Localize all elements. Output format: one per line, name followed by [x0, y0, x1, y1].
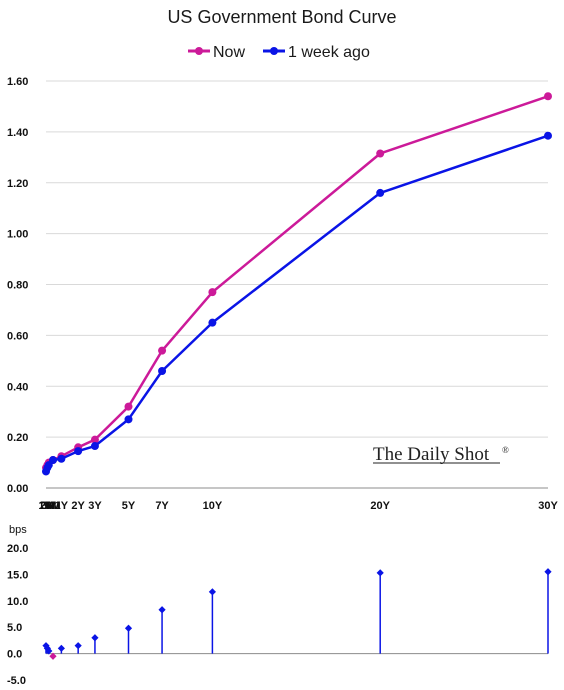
change-marker	[42, 642, 50, 650]
change-marker	[43, 644, 51, 652]
lower-y-axis-unit: bps	[9, 524, 27, 536]
y-tick-label: 0.20	[7, 432, 28, 444]
lower-y-tick-label: 5.0	[7, 622, 22, 634]
change-marker	[49, 652, 57, 660]
change-marker	[208, 588, 217, 596]
x-tick-label: 3Y	[88, 500, 102, 512]
x-tick-label: 10Y	[203, 500, 223, 512]
x-tick-label: 1M	[38, 500, 53, 512]
data-point-1-week-ago	[544, 131, 552, 140]
x-tick-label: 7Y	[155, 500, 169, 512]
data-point-1-week-ago	[124, 415, 133, 424]
data-point-now	[124, 402, 133, 411]
lower-y-tick-label: 20.0	[7, 543, 28, 555]
lower-y-tick-label: 0.0	[7, 649, 22, 661]
x-tick-label: 3M	[41, 500, 56, 512]
data-point-now	[208, 288, 217, 297]
data-point-1-week-ago	[74, 447, 83, 456]
watermark-text: The Daily Shot	[373, 444, 490, 465]
x-tick-label: 6M	[45, 500, 60, 512]
y-tick-label: 0.00	[7, 483, 28, 495]
y-tick-label: 0.60	[7, 330, 28, 342]
data-point-now	[376, 149, 385, 158]
change-marker	[91, 634, 99, 642]
legend-now-label: Now	[213, 44, 245, 61]
data-point-1-week-ago	[208, 318, 217, 327]
y-tick-label: 0.40	[7, 381, 28, 393]
lower-y-tick-label: 10.0	[7, 596, 28, 608]
legend-week-ago-marker	[270, 47, 278, 55]
change-marker	[74, 642, 82, 650]
data-point-now	[544, 92, 552, 101]
daily-shot-watermark: The Daily Shot ®	[373, 444, 509, 465]
data-point-now	[90, 435, 99, 444]
legend-week-ago-label: 1 week ago	[288, 44, 370, 61]
y-tick-label: 1.00	[7, 229, 28, 241]
x-tick-label: 20Y	[370, 500, 390, 512]
change-marker	[158, 606, 166, 614]
y-tick-label: 1.60	[7, 76, 28, 88]
legend: Now 1 week ago	[188, 44, 370, 61]
chart-title: US Government Bond Curve	[167, 7, 396, 27]
x-tick-label: 5Y	[122, 500, 136, 512]
x-tick-label: 2Y	[71, 500, 85, 512]
data-point-1-week-ago	[376, 188, 385, 197]
data-point-now	[158, 346, 167, 355]
data-point-1-week-ago	[57, 454, 66, 463]
lower-plot: -5.0 0.0 5.0 10.0 15.0 20.0	[7, 543, 552, 687]
change-marker	[124, 624, 133, 632]
y-tick-label: 1.20	[7, 178, 28, 190]
y-tick-label: 1.40	[7, 127, 28, 139]
change-marker	[544, 568, 552, 576]
data-point-1-week-ago	[48, 456, 57, 465]
data-point-1-week-ago	[90, 442, 99, 451]
data-point-1-week-ago	[158, 366, 167, 375]
change-marker	[376, 569, 384, 577]
x-tick-label: 2M	[40, 500, 55, 512]
change-marker	[57, 644, 65, 652]
legend-now-marker	[195, 47, 203, 55]
series-line-now	[44, 95, 549, 469]
x-tick-label: 30Y	[538, 500, 558, 512]
y-tick-label: 0.80	[7, 280, 28, 292]
lower-y-tick-label: -5.0	[7, 675, 26, 687]
main-plot: 0.00 0.20 0.40 0.60 0.80 1.00 1.20 1.40 1.60 1M2M…	[7, 76, 558, 512]
x-tick-label: 1Y	[55, 500, 69, 512]
lower-y-tick-label: 15.0	[7, 569, 28, 581]
change-marker	[45, 647, 53, 655]
watermark-registered-mark: ®	[502, 445, 509, 455]
series-line-1-week-ago	[44, 134, 549, 472]
